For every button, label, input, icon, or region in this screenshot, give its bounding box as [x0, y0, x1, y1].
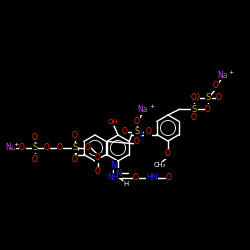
Text: S: S	[206, 94, 210, 102]
Text: O: O	[133, 174, 139, 182]
Text: O: O	[166, 174, 172, 182]
Text: O: O	[32, 132, 38, 141]
Text: O: O	[85, 144, 91, 152]
Text: O: O	[146, 128, 152, 136]
Text: S: S	[72, 144, 78, 152]
Text: O: O	[165, 150, 171, 158]
Text: O: O	[191, 94, 197, 102]
Text: O: O	[95, 154, 101, 162]
Text: S: S	[134, 128, 140, 136]
Text: N: N	[136, 130, 142, 139]
Text: O: O	[19, 144, 25, 152]
Text: Na: Na	[217, 70, 227, 80]
Text: OH: OH	[108, 119, 118, 125]
Text: N: N	[144, 130, 151, 139]
Text: O: O	[205, 104, 211, 114]
Text: Na: Na	[138, 106, 148, 114]
Text: O: O	[72, 132, 78, 140]
Text: N: N	[110, 160, 116, 170]
Text: HN: HN	[146, 174, 158, 182]
Text: O: O	[191, 114, 197, 122]
Text: O: O	[194, 94, 200, 102]
Text: O: O	[134, 116, 140, 126]
Text: +: +	[14, 142, 18, 148]
Text: NH: NH	[107, 174, 119, 182]
Text: O: O	[57, 144, 63, 152]
Text: O: O	[122, 128, 128, 136]
Text: Na: Na	[5, 144, 15, 152]
Text: N: N	[115, 168, 121, 177]
Text: H: H	[124, 181, 128, 187]
Text: O: O	[95, 168, 101, 176]
Text: O: O	[213, 82, 219, 90]
Text: S: S	[32, 144, 38, 152]
Text: S: S	[192, 104, 196, 114]
Text: O: O	[134, 136, 140, 145]
Text: O: O	[72, 156, 78, 164]
Text: +: +	[228, 70, 234, 74]
Text: O: O	[216, 94, 222, 102]
Text: O: O	[44, 144, 50, 152]
Text: +: +	[150, 104, 154, 110]
Text: CH₃: CH₃	[154, 162, 166, 168]
Text: O: O	[32, 154, 38, 164]
